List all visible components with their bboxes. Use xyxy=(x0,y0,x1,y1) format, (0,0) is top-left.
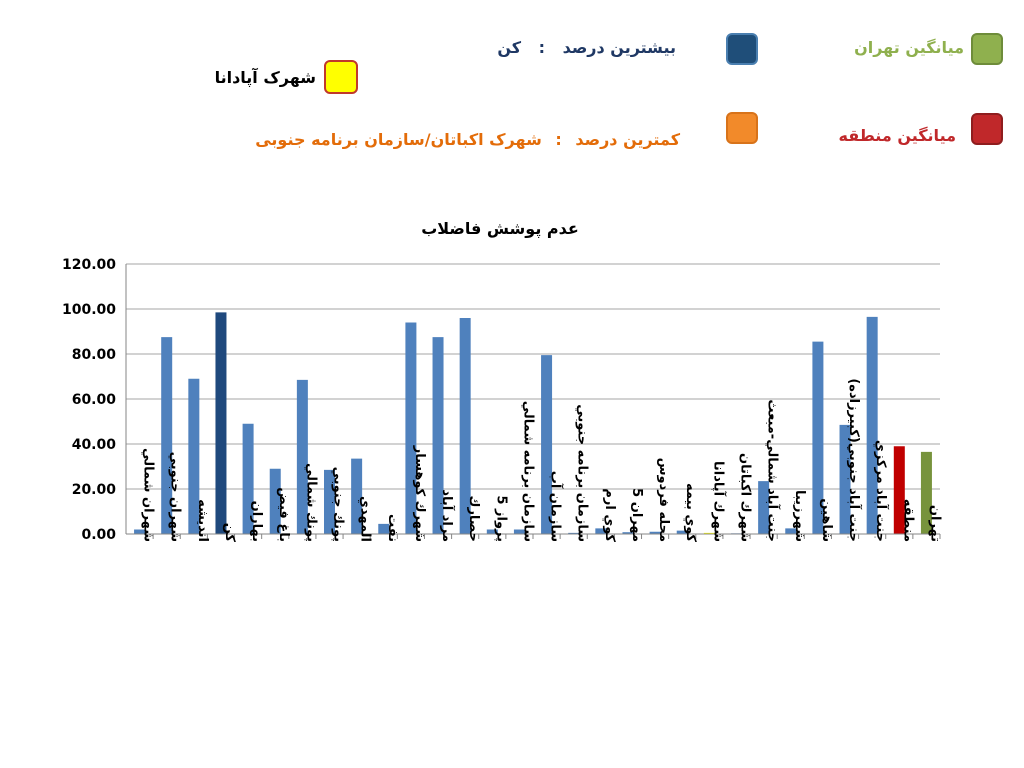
bar xyxy=(541,355,553,534)
bar xyxy=(622,532,634,534)
legend-label-highlight: شهرک آپادانا xyxy=(214,68,316,87)
bar xyxy=(866,316,878,534)
y-tick-label: 40.00 xyxy=(72,437,117,453)
bar xyxy=(513,529,525,534)
x-category-label: شهرك آپادانا xyxy=(710,461,727,542)
bar xyxy=(649,531,661,534)
x-category-label: شهرزيبا xyxy=(792,490,807,542)
y-tick-label: 120.00 xyxy=(62,257,116,273)
bar xyxy=(188,378,200,534)
x-category-label: نفت xyxy=(385,514,400,542)
x-category-label: انديشه xyxy=(195,499,210,542)
legend-label-region-avg: میانگین منطقه xyxy=(838,126,957,145)
legend-swatch-region-avg xyxy=(971,113,1003,145)
x-category-label: شهران جنوبي xyxy=(168,452,183,542)
x-category-label: كن xyxy=(222,523,237,543)
bar xyxy=(378,523,390,534)
legend-swatch-min xyxy=(726,112,758,144)
bar xyxy=(351,458,363,534)
legend-label-tehran-avg: میانگین تهران xyxy=(854,38,964,57)
x-category-label: كوي ارم xyxy=(602,488,617,542)
bar xyxy=(432,337,444,534)
bar xyxy=(920,451,932,534)
bar xyxy=(269,468,281,534)
y-tick-label: 60.00 xyxy=(72,392,117,408)
bar xyxy=(893,446,905,534)
x-category-label: تهران xyxy=(927,505,942,542)
legend-swatch-max xyxy=(726,33,758,65)
x-category-label: سازمان آب xyxy=(548,471,565,542)
x-category-label: مهران 5 xyxy=(629,488,644,542)
bar xyxy=(568,532,580,534)
y-tick-label: 80.00 xyxy=(72,347,117,363)
legend-swatch-tehran-avg xyxy=(971,33,1003,65)
legend-max-label: بیشترین درصد xyxy=(562,38,676,57)
legend-label-min: کمترین درصد : شهرک اکباتان/سازمان برنامه… xyxy=(255,130,680,149)
x-category-label: جنت آباد جنوبي(كبيرزاده) xyxy=(846,378,863,542)
bar xyxy=(676,530,688,534)
x-category-label: پونك جنوبي xyxy=(331,467,346,542)
legend-max-value: کن xyxy=(497,38,522,57)
legend-label-max: بیشترین درصد : کن xyxy=(497,38,676,57)
y-tick-label: 20.00 xyxy=(72,482,117,498)
x-category-label: شهرك كوهسار xyxy=(412,445,427,542)
bar xyxy=(324,469,335,534)
bar xyxy=(215,312,227,534)
bar xyxy=(785,528,797,534)
x-category-label: شهرك اكباتان xyxy=(738,453,753,542)
x-category-label: شاهين xyxy=(819,498,834,542)
bar xyxy=(134,529,146,534)
legend-max-separator: : xyxy=(538,38,546,57)
x-category-label: باغ فيض xyxy=(276,487,291,542)
bar xyxy=(703,532,715,534)
x-category-label: جنت آباد مركزي xyxy=(873,440,890,542)
x-category-label: حصارك xyxy=(466,496,481,542)
x-category-label: جنت آباد شمالي-مبعث xyxy=(765,399,782,542)
x-category-label: المهدي xyxy=(358,496,373,542)
bar xyxy=(242,423,254,534)
bar xyxy=(758,481,770,534)
legend-min-value: شهرک اکباتان/سازمان برنامه جنوبی xyxy=(255,130,542,149)
x-category-label: سازمان برنامه جنوبي xyxy=(575,404,590,542)
x-category-label: كوي بيمه xyxy=(683,483,698,542)
legend-swatch-highlight xyxy=(324,60,358,94)
chart-title: عدم پوشش فاضلاب xyxy=(421,219,579,239)
bar xyxy=(486,529,498,534)
bar xyxy=(839,424,851,534)
x-category-label: محله فردوس xyxy=(656,458,671,542)
bar xyxy=(405,322,417,534)
x-category-label: منطقه xyxy=(900,499,915,542)
bar xyxy=(296,379,308,534)
bar xyxy=(161,337,173,534)
x-category-label: سازمان برنامه شمالي xyxy=(520,401,535,542)
x-category-label: شهران شمالي xyxy=(141,448,156,542)
bar xyxy=(595,528,607,534)
x-category-label: پرواز 5 xyxy=(493,495,508,542)
x-category-label: بهاران xyxy=(249,501,264,542)
legend-min-separator: : xyxy=(555,130,562,149)
y-tick-label: 100.00 xyxy=(62,302,116,318)
x-category-label: پونك شمالي xyxy=(303,463,318,542)
y-tick-label: 0.00 xyxy=(81,527,116,543)
bar xyxy=(459,318,471,534)
legend-min-label: کمترین درصد xyxy=(575,130,680,149)
x-category-label: مراد آباد xyxy=(439,489,456,542)
bar xyxy=(812,341,824,534)
